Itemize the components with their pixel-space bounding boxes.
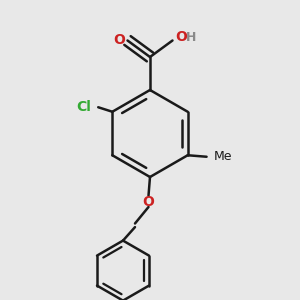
Text: H: H [186,31,197,44]
Text: O: O [113,34,125,47]
Text: O: O [176,31,188,44]
Text: Cl: Cl [76,100,91,114]
Text: O: O [142,195,154,208]
Text: Me: Me [214,150,232,163]
